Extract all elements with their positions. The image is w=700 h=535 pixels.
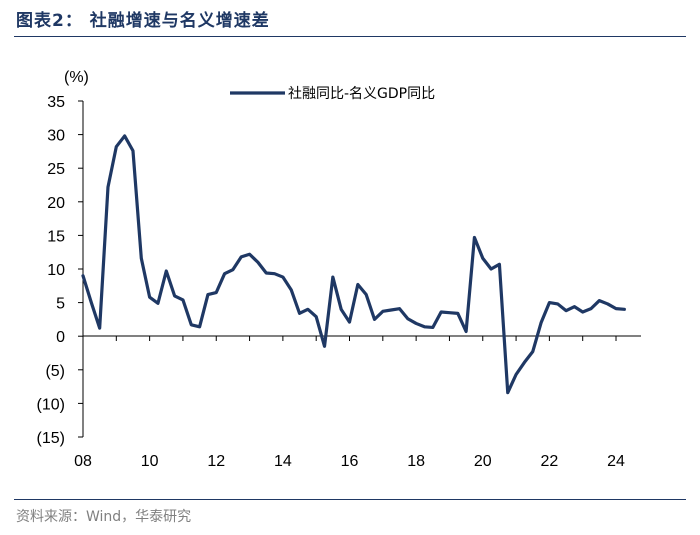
source-divider [14,499,686,500]
y-tick-label: (5) [45,363,65,380]
y-tick-label: 35 [47,94,65,111]
legend-label: 社融同比-名义GDP同比 [288,86,435,102]
series-area [81,134,626,395]
legend: 社融同比-名义GDP同比 [230,86,435,102]
y-tick-label: (10) [37,396,65,413]
y-axis: 35 30 25 20 15 10 5 0 (5) (10) (15) [37,94,84,447]
y-tick-label: 30 [47,128,65,145]
y-axis-unit-label: (%) [64,69,89,86]
figure-title: 图表2： 社融增速与名义增速差 [16,11,270,31]
title-divider [14,36,686,37]
y-tick-label: 20 [47,195,65,212]
y-tick-label: 10 [47,262,65,279]
x-tick-label: 10 [141,453,159,470]
y-tick-label: (15) [37,430,65,447]
x-tick-label: 22 [540,453,558,470]
x-tick-label: 08 [74,453,92,470]
x-tick-label: 20 [474,453,492,470]
x-tick-label: 12 [207,453,225,470]
x-axis: 08 10 12 14 16 18 20 22 24 [74,335,641,470]
y-tick-label: 0 [56,329,65,346]
series-line [81,134,626,395]
y-tick-label: 5 [56,296,65,313]
source-note: 资料来源：Wind，华泰研究 [16,509,192,525]
x-tick-label: 24 [607,453,625,470]
x-tick-label: 14 [274,453,292,470]
x-tick-label: 18 [407,453,425,470]
x-tick-label: 16 [341,453,359,470]
y-tick-label: 25 [47,161,65,178]
y-tick-label: 15 [47,228,65,245]
